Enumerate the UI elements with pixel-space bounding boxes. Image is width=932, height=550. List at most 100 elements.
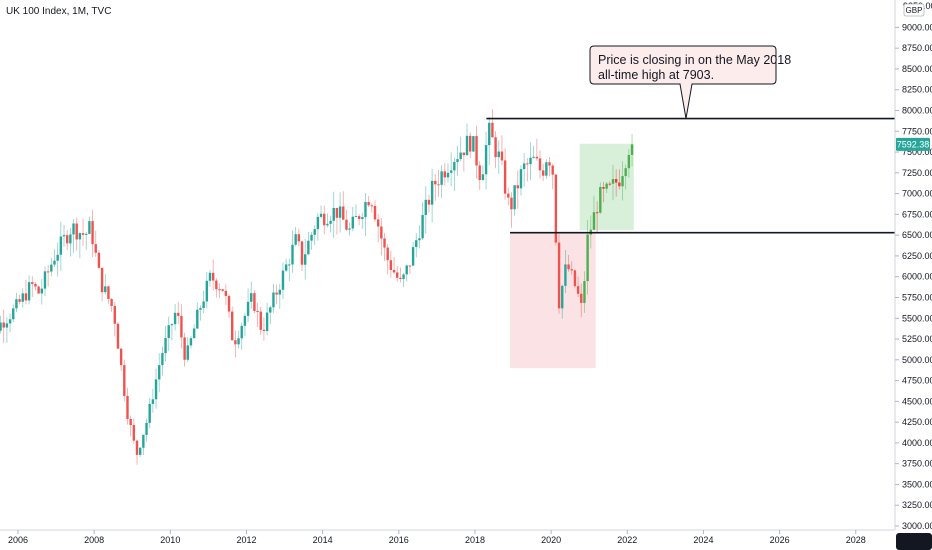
candle-body	[494, 137, 497, 158]
chart-title: UK 100 Index, 1M, TVC	[6, 6, 111, 17]
candle-body	[488, 122, 491, 146]
candle-body	[78, 233, 82, 240]
x-tick-label: 2010	[160, 535, 180, 545]
candle-body	[605, 183, 608, 189]
y-axis-ticks: 3000.00 3250.00 3500.00 3750.00 4000.00 4250.…	[895, 22, 932, 531]
candle-body	[259, 311, 262, 330]
y-axis: 3000.00 3250.00 3500.00 3750.00 4000.00 4250.…	[894, 0, 932, 531]
candle-body	[202, 301, 205, 309]
candle-body	[97, 252, 101, 268]
candle-body	[262, 329, 266, 331]
candle-body	[34, 283, 37, 287]
currency-label: GBP	[906, 6, 923, 15]
candle-body	[583, 281, 586, 303]
candle-body	[396, 272, 399, 278]
candle-body	[12, 308, 15, 320]
candle-body	[208, 272, 212, 281]
y-tick-label: 4750.00	[902, 376, 932, 386]
candle-body	[541, 170, 545, 176]
candle-body	[224, 290, 228, 296]
candle-body	[370, 205, 374, 207]
candle-body	[5, 323, 9, 328]
last-price-label: 7592.38	[897, 139, 930, 149]
candle-body	[361, 217, 364, 220]
candle-body	[484, 145, 488, 175]
y-tick-label: 3250.00	[902, 500, 932, 510]
y-tick-label: 3500.00	[902, 479, 932, 489]
y-tick-label: 7250.00	[902, 168, 932, 178]
candles	[0, 109, 634, 465]
y-tick-label: 6250.00	[902, 251, 932, 261]
candle-body	[129, 418, 132, 426]
candle-body	[538, 158, 542, 171]
candle-body	[211, 272, 215, 281]
candle-body	[469, 135, 472, 152]
candle-body	[135, 440, 139, 455]
candle-body	[0, 322, 2, 331]
candle-body	[313, 229, 316, 235]
candle-body	[199, 308, 202, 310]
candle-body	[132, 425, 136, 441]
candle-body	[177, 312, 180, 316]
y-tick-label: 8750.00	[902, 43, 932, 53]
candle-body	[491, 122, 494, 138]
candle-body	[297, 234, 301, 242]
candle-body	[326, 223, 329, 226]
candle-body	[50, 264, 53, 272]
candle-body	[116, 323, 120, 349]
candle-body	[250, 293, 253, 302]
candle-body	[481, 174, 485, 181]
candle-body	[411, 247, 415, 266]
candle-body	[215, 280, 218, 290]
currency-badge[interactable]	[903, 3, 925, 17]
candle-body	[415, 240, 418, 248]
candle-body	[107, 286, 110, 299]
candle-body	[256, 310, 259, 312]
tradingview-logo	[896, 533, 932, 550]
candle-body	[576, 286, 580, 294]
callout-text-line-1: Price is closing in on the May 2018	[598, 53, 791, 67]
candle-body	[405, 265, 408, 275]
candle-body	[354, 216, 358, 218]
y-tick-label: 8500.00	[902, 64, 932, 74]
candle-body	[500, 151, 504, 161]
candle-body	[275, 292, 278, 295]
candle-body	[573, 270, 577, 287]
candle-body	[15, 299, 18, 309]
candle-body	[240, 325, 243, 339]
candle-body	[288, 264, 291, 266]
candle-body	[434, 180, 437, 185]
candle-body	[272, 292, 275, 308]
candle-body	[399, 277, 402, 279]
candle-body	[564, 264, 567, 286]
y-tick-label: 7500.00	[902, 147, 932, 157]
candle-body	[151, 399, 155, 404]
candle-body	[2, 322, 5, 328]
y-tick-label: 7000.00	[902, 189, 932, 199]
candle-body	[8, 319, 12, 324]
annotation-callout: Price is closing in on the May 2018 all-…	[589, 45, 791, 119]
y-tick-label: 5250.00	[902, 334, 932, 344]
candle-body	[243, 315, 247, 326]
candle-body	[507, 193, 510, 198]
x-tick-label: 2022	[617, 535, 637, 545]
candle-body	[81, 233, 85, 235]
candle-body	[291, 244, 294, 265]
candle-body	[526, 163, 529, 165]
candle-body	[161, 353, 164, 366]
candle-body	[158, 365, 161, 380]
x-axis: 2006 2008 2010 2012 2014 2016 2018 2020 2022 2024…	[0, 529, 895, 545]
candle-body	[449, 170, 453, 173]
candle-body	[551, 165, 554, 175]
candle-body	[580, 293, 583, 303]
x-tick-label: 2014	[313, 535, 333, 545]
candle-body	[237, 338, 240, 345]
candle-body	[510, 197, 513, 210]
candle-body	[389, 260, 393, 270]
candle-body	[123, 365, 126, 396]
candle-body	[300, 241, 304, 265]
candle-body	[218, 289, 221, 291]
x-tick-label: 2012	[236, 535, 256, 545]
